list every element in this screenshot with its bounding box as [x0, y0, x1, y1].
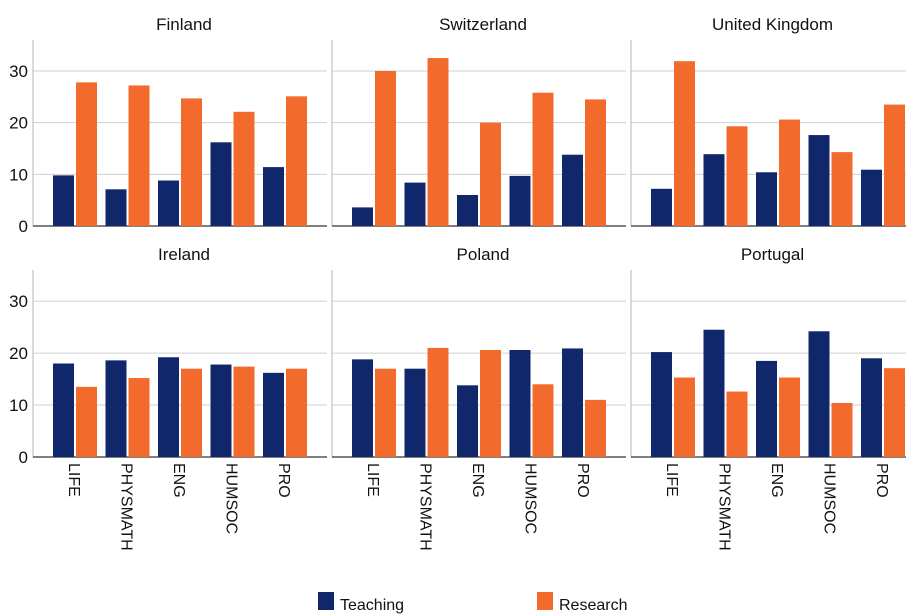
- bar-research: [375, 368, 396, 457]
- bar-research: [181, 368, 202, 457]
- bar-research: [831, 152, 853, 226]
- x-tick-label: LIFE: [65, 463, 82, 497]
- bar-teaching: [105, 360, 127, 457]
- y-tick-label: 30: [9, 292, 28, 311]
- bar-teaching: [562, 154, 583, 226]
- bar-research: [674, 377, 695, 457]
- bar-research: [726, 126, 748, 226]
- x-tick-label: LIFE: [663, 463, 680, 497]
- legend-swatch-teaching: [318, 592, 334, 610]
- x-tick-label: PHYSMATH: [118, 463, 135, 551]
- bar-research: [884, 104, 905, 226]
- bar-teaching: [509, 349, 531, 457]
- bar-teaching: [756, 360, 777, 457]
- bar-teaching: [651, 188, 672, 226]
- bar-research: [779, 377, 800, 457]
- bar-teaching: [263, 372, 284, 457]
- bar-teaching: [808, 135, 830, 226]
- y-tick-label: 10: [9, 396, 28, 415]
- bar-research: [427, 58, 449, 227]
- bar-research: [480, 349, 501, 457]
- bar-teaching: [210, 142, 232, 226]
- bar-teaching: [651, 352, 672, 457]
- bar-research: [884, 368, 905, 457]
- bar-research: [674, 61, 695, 226]
- bar-research: [427, 347, 449, 457]
- bar-research: [76, 386, 97, 457]
- y-tick-label: 20: [9, 114, 28, 133]
- bar-research: [286, 368, 307, 457]
- x-tick-label: PRO: [574, 463, 591, 498]
- panel-title: Finland: [156, 15, 212, 34]
- x-tick-label: HUMSOC: [821, 463, 838, 534]
- bar-teaching: [53, 363, 74, 457]
- x-tick-label: ENG: [170, 463, 187, 498]
- bar-research: [233, 366, 255, 457]
- x-tick-label: PRO: [873, 463, 890, 498]
- bar-teaching: [861, 169, 882, 226]
- y-tick-label: 20: [9, 344, 28, 363]
- bar-teaching: [352, 207, 373, 226]
- y-tick-label: 30: [9, 62, 28, 81]
- y-tick-label: 0: [19, 448, 28, 467]
- bar-research: [831, 402, 853, 457]
- x-tick-label: ENG: [768, 463, 785, 498]
- x-tick-label: ENG: [469, 463, 486, 498]
- bar-teaching: [404, 182, 426, 226]
- bar-teaching: [158, 357, 179, 457]
- x-tick-label: LIFE: [364, 463, 381, 497]
- legend-label-research: Research: [559, 597, 627, 614]
- bar-teaching: [562, 348, 583, 457]
- bar-research: [726, 391, 748, 457]
- legend-swatch-research: [537, 592, 553, 610]
- bar-teaching: [703, 154, 725, 226]
- bar-teaching: [861, 358, 882, 457]
- legend-label-teaching: Teaching: [340, 597, 404, 614]
- bar-research: [480, 122, 501, 226]
- bar-research: [532, 384, 554, 457]
- panel-title: Poland: [457, 245, 510, 264]
- bar-teaching: [509, 175, 531, 226]
- x-tick-label: HUMSOC: [223, 463, 240, 534]
- y-tick-label: 10: [9, 165, 28, 184]
- bar-research: [375, 71, 396, 226]
- bar-teaching: [457, 385, 478, 457]
- bar-teaching: [404, 368, 426, 457]
- y-tick-label: 0: [19, 217, 28, 236]
- bar-teaching: [210, 364, 232, 457]
- bar-research: [779, 119, 800, 226]
- bar-research: [181, 98, 202, 226]
- bar-research: [585, 99, 606, 226]
- x-tick-label: HUMSOC: [522, 463, 539, 534]
- bar-teaching: [457, 195, 478, 226]
- x-tick-label: PRO: [275, 463, 292, 498]
- panel-title: Ireland: [158, 245, 210, 264]
- bar-research: [128, 85, 150, 226]
- bar-teaching: [756, 172, 777, 226]
- panel-title: Portugal: [741, 245, 804, 264]
- bar-research: [128, 378, 150, 457]
- bar-teaching: [53, 175, 74, 226]
- panel-title: Switzerland: [439, 15, 527, 34]
- bar-teaching: [105, 189, 127, 226]
- bar-teaching: [808, 331, 830, 457]
- bar-research: [585, 399, 606, 457]
- bar-teaching: [352, 359, 373, 457]
- bar-research: [233, 111, 255, 226]
- bar-teaching: [703, 329, 725, 457]
- bar-research: [286, 96, 307, 226]
- x-tick-label: PHYSMATH: [716, 463, 733, 551]
- panel-title: United Kingdom: [712, 15, 833, 34]
- bar-research: [76, 82, 97, 226]
- bar-research: [532, 92, 554, 226]
- bar-teaching: [263, 167, 284, 226]
- x-tick-label: PHYSMATH: [417, 463, 434, 551]
- bar-teaching: [158, 180, 179, 226]
